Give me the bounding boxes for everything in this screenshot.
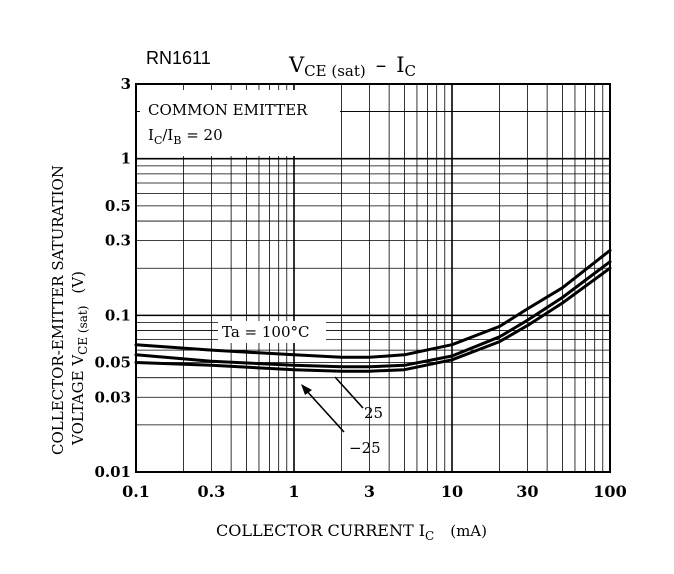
leader-minus25 xyxy=(304,388,345,433)
x-tick-label: 3 xyxy=(364,482,375,501)
series-label-minus25: −25 xyxy=(349,439,381,457)
x-tick-labels: 0.1 0.3 1 3 10 30 100 xyxy=(122,482,627,501)
y-tick-label: 1 xyxy=(121,150,131,168)
y-axis-label-line2: VOLTAGE VCE (sat)(V) xyxy=(69,271,90,446)
title-main: V xyxy=(288,53,305,77)
series-label-25: 25 xyxy=(364,404,383,422)
y-tick-labels: 0.01 0.03 0.05 0.1 0.3 0.5 1 3 xyxy=(94,75,131,481)
annotation-line1: COMMON EMITTER xyxy=(148,101,308,119)
plot-frame xyxy=(135,83,611,473)
series-line-2 xyxy=(134,266,612,373)
x-tick-label: 100 xyxy=(593,482,626,501)
y-axis-label: COLLECTOR-EMITTER SATURATION VOLTAGE VCE… xyxy=(49,165,90,455)
x-tick-label: 0.3 xyxy=(197,482,225,501)
y-tick-label: 0.3 xyxy=(105,232,131,250)
title-dash: – xyxy=(376,53,387,77)
y-tick-label: 3 xyxy=(121,75,131,93)
series-line-0 xyxy=(134,248,612,359)
annotation-line2: IC/IB = 20 xyxy=(148,126,223,147)
series-group xyxy=(134,248,612,373)
y-axis-label-line1: COLLECTOR-EMITTER SATURATION xyxy=(49,165,67,455)
x-tick-label: 0.1 xyxy=(122,482,150,501)
series-line-1 xyxy=(134,260,612,369)
series-label-100c: Ta = 100°C xyxy=(222,323,310,341)
leader-25 xyxy=(334,376,364,409)
y-tick-label: 0.01 xyxy=(94,463,131,481)
x-tick-label: 30 xyxy=(516,482,538,501)
chart-title: VCE (sat) – IC xyxy=(288,53,416,80)
y-tick-label: 0.5 xyxy=(105,197,131,215)
x-tick-label: 1 xyxy=(288,482,299,501)
title-main-sub: CE (sat) xyxy=(304,62,366,80)
y-tick-label: 0.1 xyxy=(105,306,131,324)
y-tick-label: 0.05 xyxy=(94,354,131,372)
leader-minus25-arrow xyxy=(301,384,312,395)
title-second: I xyxy=(396,53,404,77)
label-100c-bg xyxy=(218,321,326,343)
annotation-box xyxy=(140,90,340,156)
x-axis-label: COLLECTOR CURRENT IC (mA) xyxy=(216,521,487,543)
title-second-sub: C xyxy=(405,62,416,80)
x-tick-label: 10 xyxy=(441,482,463,501)
y-tick-label: 0.03 xyxy=(94,388,131,406)
part-number: RN1611 xyxy=(146,48,211,68)
